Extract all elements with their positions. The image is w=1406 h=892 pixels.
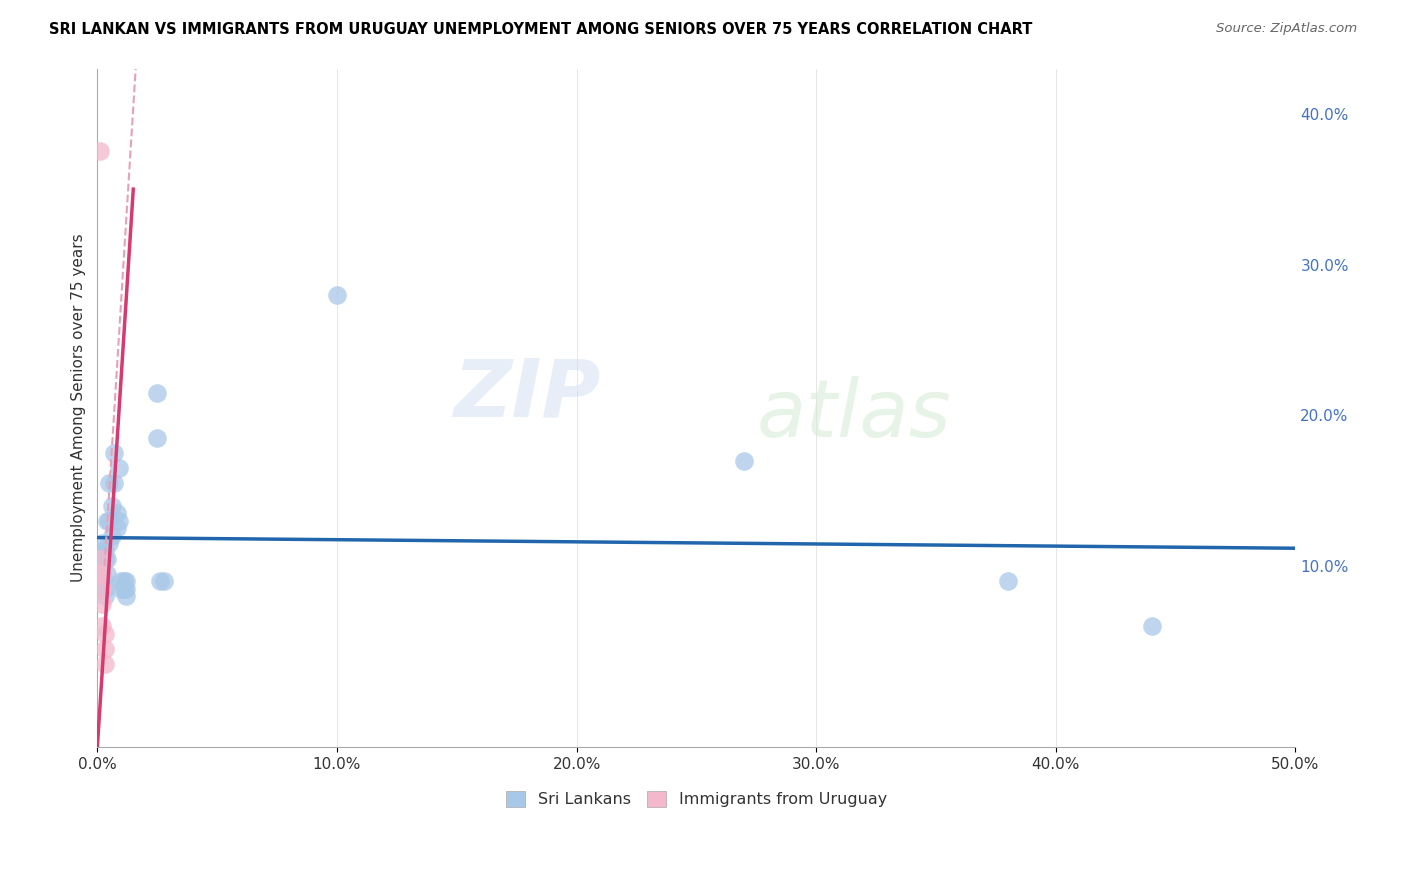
Point xyxy=(105,521,128,535)
Text: ZIP: ZIP xyxy=(453,355,600,434)
Point xyxy=(149,574,172,589)
Point xyxy=(91,619,114,633)
Point xyxy=(91,597,114,611)
Point xyxy=(103,476,125,491)
Point xyxy=(96,566,118,581)
Point xyxy=(93,582,115,596)
Point xyxy=(108,461,131,475)
Point xyxy=(115,574,138,589)
Point xyxy=(733,453,755,467)
Point xyxy=(89,566,111,581)
Point xyxy=(103,446,125,460)
Point xyxy=(146,385,169,400)
Point xyxy=(93,551,115,566)
Point xyxy=(110,582,132,596)
Point xyxy=(153,574,176,589)
Point xyxy=(108,514,131,528)
Point xyxy=(98,514,121,528)
Point xyxy=(115,589,138,603)
Text: Source: ZipAtlas.com: Source: ZipAtlas.com xyxy=(1216,22,1357,36)
Point xyxy=(91,582,114,596)
Point xyxy=(89,551,111,566)
Point xyxy=(146,431,169,445)
Point xyxy=(100,529,122,543)
Point xyxy=(93,657,115,671)
Point xyxy=(105,506,128,520)
Point xyxy=(1140,619,1163,633)
Point xyxy=(326,287,349,301)
Point xyxy=(91,582,114,596)
Point xyxy=(96,551,118,566)
Point xyxy=(93,544,115,558)
Point xyxy=(110,574,132,589)
Point xyxy=(115,582,138,596)
Legend: Sri Lankans, Immigrants from Uruguay: Sri Lankans, Immigrants from Uruguay xyxy=(499,784,893,814)
Point xyxy=(91,566,114,581)
Point xyxy=(96,514,118,528)
Y-axis label: Unemployment Among Seniors over 75 years: Unemployment Among Seniors over 75 years xyxy=(72,234,86,582)
Point xyxy=(89,559,111,574)
Point xyxy=(91,536,114,550)
Point xyxy=(997,574,1019,589)
Point xyxy=(89,544,111,558)
Point xyxy=(100,499,122,513)
Point xyxy=(98,536,121,550)
Point xyxy=(91,566,114,581)
Point xyxy=(93,642,115,657)
Point xyxy=(91,559,114,574)
Point xyxy=(112,582,135,596)
Point xyxy=(93,589,115,603)
Point xyxy=(98,476,121,491)
Point xyxy=(93,574,115,589)
Text: atlas: atlas xyxy=(756,376,950,453)
Text: SRI LANKAN VS IMMIGRANTS FROM URUGUAY UNEMPLOYMENT AMONG SENIORS OVER 75 YEARS C: SRI LANKAN VS IMMIGRANTS FROM URUGUAY UN… xyxy=(49,22,1032,37)
Point xyxy=(93,627,115,641)
Point xyxy=(112,574,135,589)
Point xyxy=(89,145,111,159)
